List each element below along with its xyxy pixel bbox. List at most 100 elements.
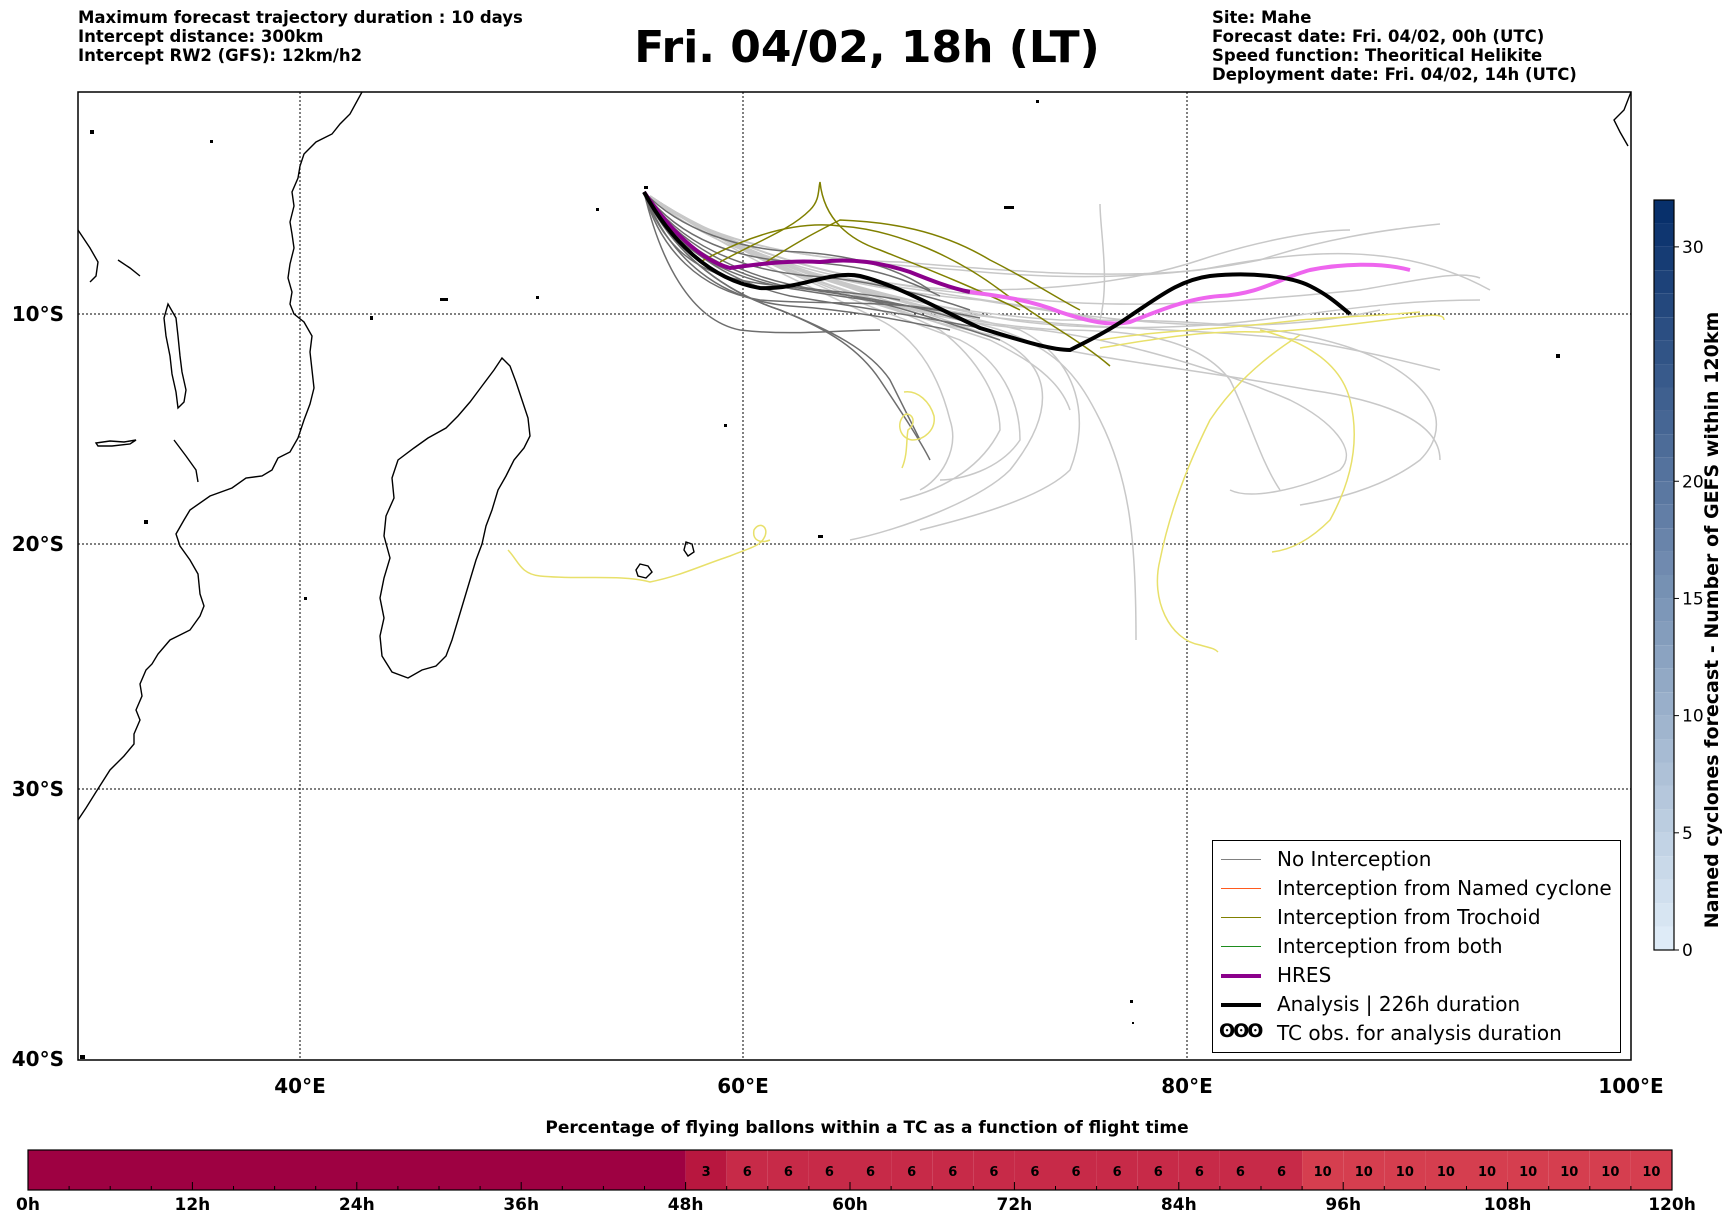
legend-line: [1221, 859, 1261, 860]
bar-time-label: 84h: [1161, 1195, 1197, 1215]
colorbar-cell: [1654, 645, 1674, 669]
colorbar-cell: [1654, 739, 1674, 763]
bar-segment-value: 6: [1113, 1165, 1122, 1180]
colorbar-cell: [1654, 785, 1674, 810]
map-legend: No Interception Interception from Named …: [1212, 840, 1621, 1053]
bar-segment-value: 10: [1396, 1165, 1414, 1180]
bar-time-label: 72h: [997, 1195, 1033, 1215]
bar-segment: [1261, 1150, 1303, 1190]
bar-segment-value: 6: [866, 1165, 875, 1180]
colorbar-cell: [1654, 809, 1674, 833]
bar-segment-value: 10: [1437, 1165, 1455, 1180]
legend-label: TC obs. for analysis duration: [1277, 1021, 1562, 1045]
colorbar-cell: [1654, 270, 1674, 294]
bar-segment-value: 10: [1355, 1165, 1373, 1180]
bar-time-label: 24h: [339, 1195, 375, 1215]
madagascar-coastline: [379, 356, 531, 679]
dark-track: [643, 191, 881, 334]
colorbar-tick-label: 15: [1682, 589, 1704, 609]
trochoid-track: [719, 181, 1021, 311]
colorbar-label: Named cyclones forecast - Number of GEFS…: [1701, 311, 1723, 929]
bar-segment: [932, 1150, 974, 1190]
bar-segment-value: 6: [948, 1165, 957, 1180]
colorbar-cell: [1654, 528, 1674, 552]
bar-time-label: 48h: [668, 1195, 704, 1215]
cyclone-colorbar: 0 5 10 15 20 30: [1653, 199, 1704, 961]
yellow-track: [1099, 311, 1421, 341]
bar-segment: [1466, 1150, 1508, 1190]
colorbar-ticks: 0 5 10 15 20 30: [1674, 238, 1704, 961]
bar-segment-value: 6: [1154, 1165, 1163, 1180]
coastlines: [78, 92, 1631, 821]
small-islands: [80, 100, 1560, 1059]
trochoid-tracks: [699, 181, 1111, 367]
bar-segment: [808, 1150, 850, 1190]
flight-time-bar: 3 6 6 6 6 6 6 6 6 6 6 6 6 6 6 10 10 10 10 10 10 10 10 10 0h 12h 2…: [16, 1149, 1696, 1215]
lon-label: 80°E: [1161, 1074, 1213, 1098]
mauritius-island: [683, 541, 695, 557]
colorbar-cell: [1654, 575, 1674, 599]
page-title: Fri. 04/02, 18h (LT): [634, 22, 1100, 73]
bar-time-label: 36h: [503, 1195, 539, 1215]
bar-segment-value: 6: [1195, 1165, 1204, 1180]
legend-label: Analysis | 226h duration: [1277, 992, 1521, 1016]
lon-label: 100°E: [1598, 1074, 1663, 1098]
bar-segment-value: 6: [1277, 1165, 1286, 1180]
colorbar-cell: [1654, 832, 1674, 857]
bar-segment-value: 6: [1236, 1165, 1245, 1180]
bar-segment: [1425, 1150, 1467, 1190]
dark-track: [643, 191, 931, 291]
bar-time-label: 12h: [175, 1195, 211, 1215]
colorbar-tick-label: 10: [1682, 707, 1704, 727]
dark-track: [643, 191, 971, 311]
bar-segment-value: 10: [1601, 1165, 1619, 1180]
lon-labels: 40°E 60°E 80°E 100°E: [274, 1074, 1663, 1098]
colorbar-tick-label: 30: [1682, 238, 1704, 258]
bar-segment: [1014, 1150, 1056, 1190]
lake-nyasa: [173, 439, 199, 483]
lon-label: 40°E: [274, 1074, 326, 1098]
lon-label: 60°E: [717, 1074, 769, 1098]
trochoid-track: [759, 219, 1081, 311]
bar-segment: [891, 1150, 933, 1190]
lat-label: 30°S: [12, 777, 64, 801]
colorbar-cell: [1654, 903, 1674, 927]
bar-segment-value: 3: [702, 1165, 711, 1180]
dark-track: [643, 191, 921, 441]
colorbar-cell: [1654, 387, 1674, 411]
legend-label: No Interception: [1277, 847, 1432, 871]
legend-line: [1221, 888, 1261, 889]
bar-time-label: 120h: [1648, 1195, 1696, 1215]
colorbar-cell: [1654, 668, 1674, 693]
bar-segment: [1343, 1150, 1385, 1190]
speed-function-text: Speed function: Theoritical Helikite: [1212, 46, 1543, 65]
colorbar-cell: [1654, 200, 1674, 224]
bar-segment: [1178, 1150, 1220, 1190]
lat-label: 10°S: [12, 302, 64, 326]
light-track: [649, 195, 1481, 329]
legend-item-hres: HRES: [1213, 961, 1620, 990]
colorbar-cells: [1654, 200, 1674, 950]
arabia-coast: [78, 229, 99, 283]
colorbar-cell: [1654, 410, 1674, 435]
colorbar-frame: [1653, 199, 1675, 951]
yellow-track: [1099, 314, 1445, 349]
light-track: [649, 195, 1441, 278]
legend-item-analysis: Analysis | 226h duration: [1213, 990, 1620, 1019]
bar-segment-value: 6: [1030, 1165, 1039, 1180]
light-track: [649, 195, 954, 491]
colorbar-tick-label: 0: [1682, 941, 1693, 961]
colorbar-cell: [1654, 551, 1674, 575]
colorbar-cell: [1654, 504, 1674, 529]
site-text: Site: Mahe: [1212, 8, 1312, 27]
yellow-track: [507, 524, 771, 583]
bar-segment-value: 10: [1642, 1165, 1660, 1180]
bar-segment: [1055, 1150, 1097, 1190]
colorbar-cell: [1654, 715, 1674, 740]
bottom-bar-title: Percentage of flying ballons within a TC…: [545, 1118, 1189, 1138]
intercept-rw2-text: Intercept RW2 (GFS): 12km/h2: [78, 46, 363, 65]
lake-victoria: [94, 439, 137, 447]
legend-item-named-cyclone: Interception from Named cyclone: [1213, 874, 1620, 903]
hres-track-extension: [969, 262, 1411, 326]
bar-time-label: 60h: [832, 1195, 868, 1215]
